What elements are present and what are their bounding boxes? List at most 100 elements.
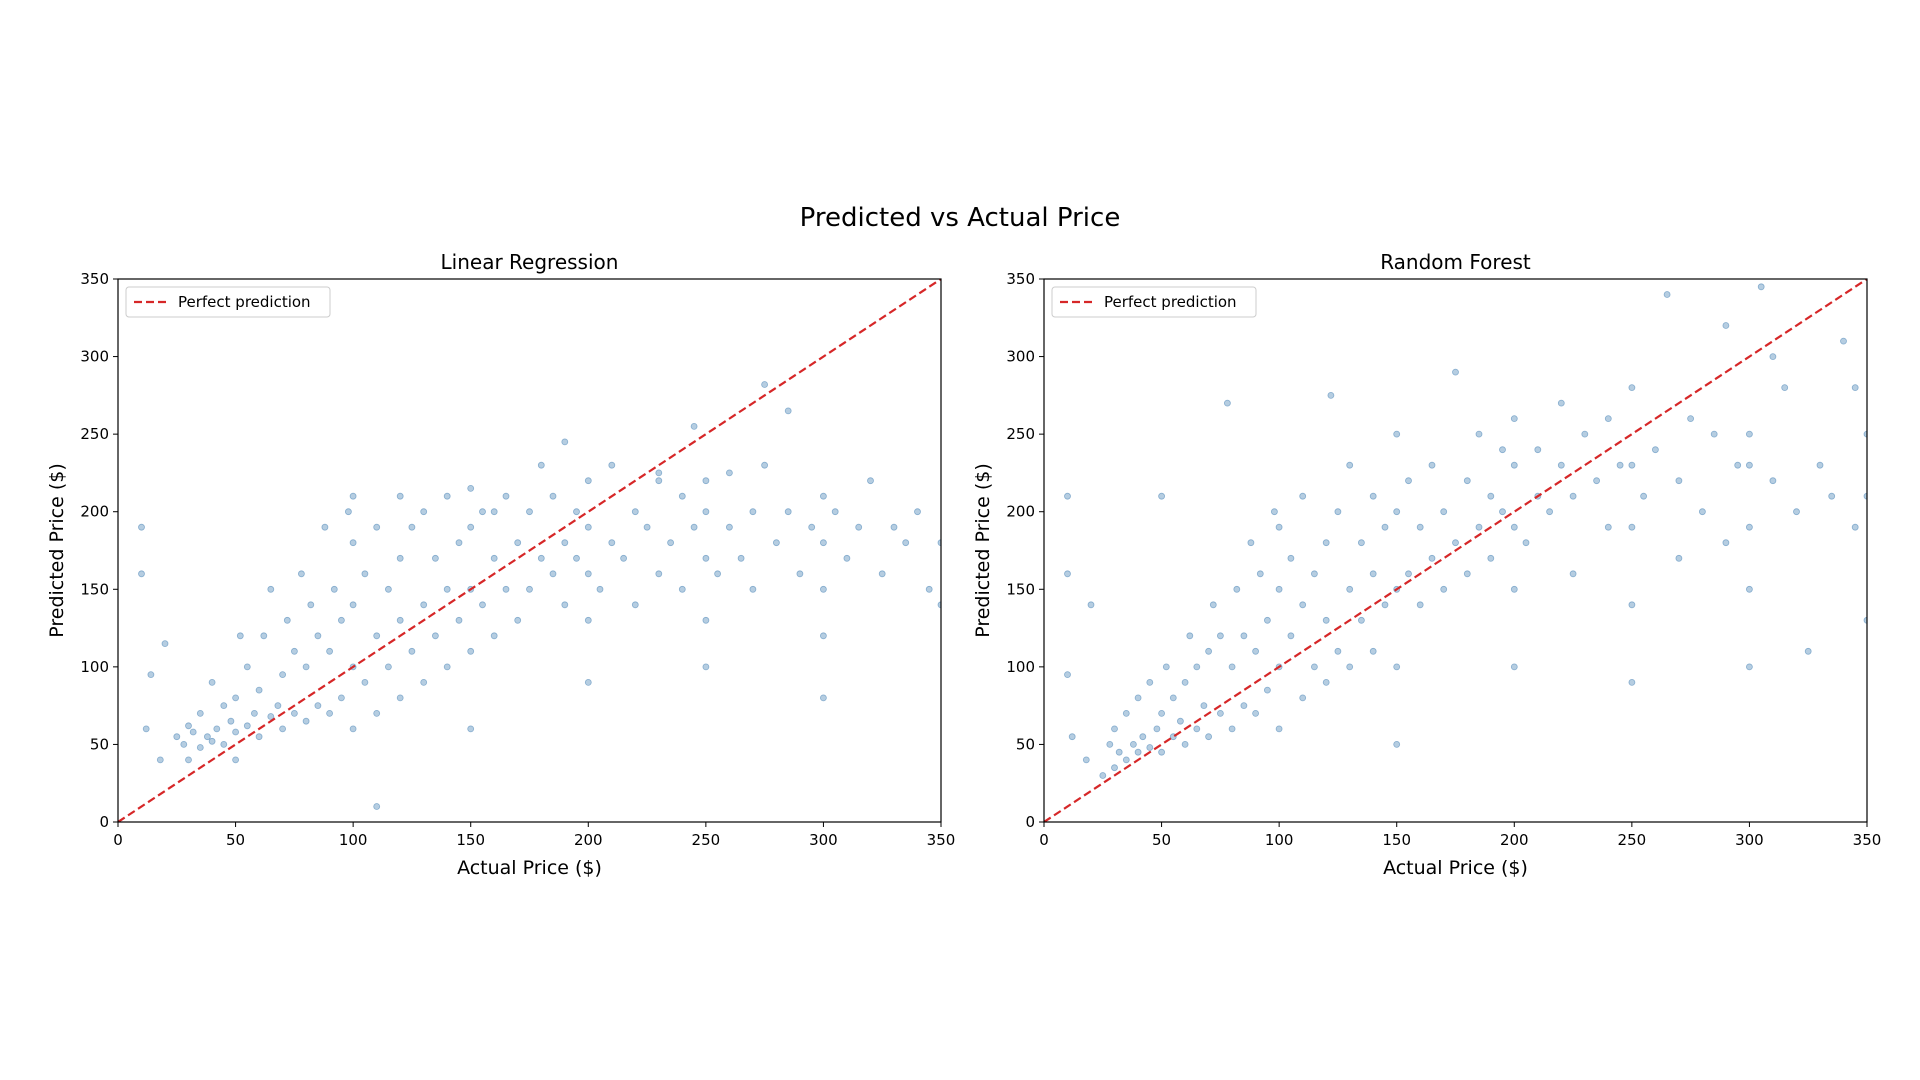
data-point	[584, 477, 592, 485]
data-point	[467, 523, 475, 531]
data-point	[1510, 663, 1518, 671]
data-point	[302, 663, 310, 671]
data-point	[255, 733, 263, 741]
data-point	[203, 733, 211, 741]
data-point	[408, 523, 416, 531]
data-point	[1271, 508, 1278, 516]
data-point	[1134, 694, 1142, 702]
data-point	[561, 601, 569, 609]
data-point	[467, 484, 475, 492]
data-point	[631, 508, 639, 516]
data-point	[1616, 461, 1624, 469]
y-axis-label: Predicted Price ($)	[46, 463, 68, 638]
data-point	[279, 725, 287, 733]
data-point	[655, 570, 663, 578]
y-tick-label: 200	[1006, 503, 1035, 521]
data-point	[156, 756, 164, 764]
data-point	[1816, 461, 1824, 469]
data-point	[1675, 554, 1683, 562]
chart-random-forest: Random Forest 0 50 100 150 200 250 300 350 0 50 100…	[972, 250, 1881, 879]
data-point	[831, 508, 839, 516]
data-point	[213, 725, 221, 733]
data-point	[726, 523, 733, 531]
data-point	[514, 539, 522, 547]
subplot-title: Linear Regression	[441, 250, 619, 274]
data-point	[1381, 601, 1389, 609]
data-point	[1299, 601, 1307, 609]
data-point	[1111, 764, 1118, 772]
data-point	[1628, 523, 1636, 531]
data-point	[373, 523, 381, 531]
data-point	[344, 508, 352, 516]
data-point	[1452, 539, 1459, 547]
x-tick-label: 150	[1382, 831, 1411, 849]
data-point	[220, 741, 228, 748]
data-point	[584, 616, 592, 624]
y-tick-label: 350	[80, 270, 109, 288]
data-point	[843, 554, 851, 562]
legend-label: Perfect prediction	[1104, 293, 1237, 311]
data-point	[443, 492, 451, 500]
data-point	[349, 725, 357, 733]
data-point	[1064, 671, 1071, 678]
data-point	[796, 570, 804, 578]
data-point	[1628, 601, 1636, 609]
data-point	[267, 713, 275, 720]
data-point	[1228, 663, 1236, 671]
data-point	[384, 663, 392, 671]
x-axis-label: Actual Price ($)	[457, 857, 602, 879]
x-tick-label: 300	[1735, 831, 1764, 849]
data-point	[455, 616, 463, 624]
data-point	[196, 710, 204, 717]
data-point	[420, 601, 428, 609]
data-point	[467, 725, 475, 733]
y-tick-label: 150	[1006, 580, 1035, 598]
data-point	[1275, 585, 1283, 593]
data-point	[1158, 748, 1165, 756]
chart-linear-regression: Linear Regression 0 50 100 150 200 250 300 350 0 5…	[46, 250, 955, 879]
data-point	[1115, 748, 1123, 756]
data-point	[490, 554, 498, 562]
y-tick-label: 250	[1006, 425, 1035, 443]
data-point	[1205, 647, 1212, 655]
data-point	[220, 702, 228, 709]
data-point	[1346, 585, 1354, 593]
data-point	[138, 570, 145, 578]
data-point	[702, 508, 710, 516]
data-point	[1828, 492, 1836, 500]
data-point	[537, 461, 545, 469]
data-point	[1099, 772, 1107, 779]
data-point	[1087, 601, 1095, 609]
data-point	[1557, 399, 1565, 407]
data-point	[773, 539, 780, 547]
data-point	[1428, 461, 1436, 469]
data-point	[655, 469, 663, 477]
data-point	[1463, 570, 1471, 578]
data-point	[1369, 570, 1377, 578]
data-point	[749, 585, 757, 593]
data-point	[584, 570, 592, 578]
data-point	[373, 710, 381, 717]
data-point	[227, 717, 235, 725]
data-point	[1722, 539, 1730, 547]
data-point	[396, 616, 404, 624]
data-point	[820, 492, 827, 500]
x-tick-label: 100	[1265, 831, 1294, 849]
legend: Perfect prediction	[125, 286, 331, 318]
data-point	[267, 585, 275, 593]
data-point	[1369, 492, 1377, 500]
data-point	[1252, 710, 1259, 717]
data-point	[443, 585, 451, 593]
data-point	[1499, 508, 1506, 516]
data-point	[326, 647, 334, 655]
data-point	[232, 756, 240, 764]
data-point	[396, 492, 404, 500]
data-point	[749, 508, 757, 516]
data-point	[1663, 291, 1671, 298]
data-point	[1746, 523, 1753, 531]
data-point	[243, 722, 251, 730]
data-point	[208, 737, 216, 745]
data-point	[196, 744, 204, 751]
data-point	[784, 407, 792, 415]
plot-frame	[117, 278, 942, 823]
